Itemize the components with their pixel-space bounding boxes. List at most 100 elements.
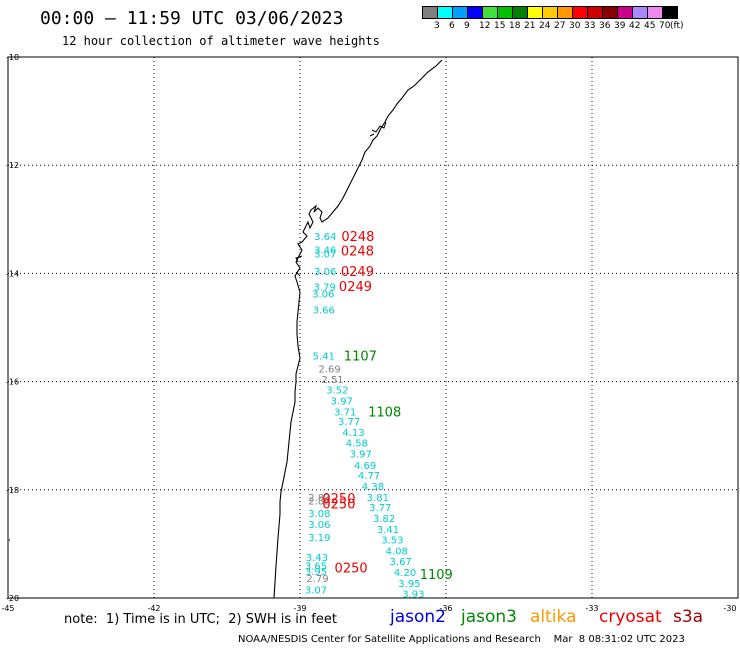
swh-value: 3.43 bbox=[306, 553, 328, 564]
pass-time: 1109 bbox=[420, 568, 453, 583]
legend-label: 21 bbox=[524, 21, 536, 31]
mission-altika: altika bbox=[530, 607, 577, 627]
swh-value: 2.69 bbox=[318, 365, 340, 376]
legend-label: 36 bbox=[599, 21, 611, 31]
lat-tick-label: -14 bbox=[6, 269, 19, 278]
legend-label: 42 bbox=[629, 21, 641, 31]
color-legend: 3 6 9 12 15 18 21 24 27 30 33 36 39 42 45 70 (ft) bbox=[422, 6, 684, 33]
legend-label: 27 bbox=[554, 21, 566, 31]
lat-tick-label: -20 bbox=[6, 594, 19, 603]
legend-label: 3 bbox=[434, 21, 440, 31]
lon-tick-label: -33 bbox=[585, 604, 598, 613]
swh-value: 3.06 bbox=[308, 520, 330, 531]
map-frame bbox=[7, 56, 739, 599]
swh-value: 3.06 bbox=[314, 267, 336, 278]
mission-jason2: jason2 bbox=[390, 607, 446, 627]
swh-value: 2.79 bbox=[306, 574, 328, 585]
legend-label: 9 bbox=[464, 21, 470, 31]
swh-value: 4.77 bbox=[358, 471, 380, 482]
lat-tick-label: -16 bbox=[6, 378, 19, 387]
swh-value: 4.08 bbox=[386, 546, 408, 557]
axis-tick-labels: -10 -12 -14 -16 -18 -20-45 -42 -39 -36 -33 -30 bbox=[1, 53, 736, 613]
swh-value: 3.97 bbox=[331, 397, 353, 408]
map-subtitle: 12 hour collection of altimeter wave hei… bbox=[62, 34, 380, 48]
swh-value: 3.06 bbox=[312, 289, 334, 300]
coastline-bay bbox=[295, 121, 387, 277]
pass-time: 0250 bbox=[335, 562, 368, 577]
swh-value: 3.93 bbox=[402, 590, 424, 601]
swh-value: 3.77 bbox=[338, 417, 360, 428]
swh-value: 3.71 bbox=[334, 407, 356, 418]
legend-unit: (ft) bbox=[670, 21, 684, 31]
pass-time: 0248 bbox=[341, 230, 374, 245]
swh-value: 3.65 bbox=[305, 562, 327, 573]
legend-swatch bbox=[662, 6, 678, 19]
swh-value: 4.69 bbox=[354, 461, 376, 472]
swh-value: 3.66 bbox=[313, 306, 335, 317]
footer-note: note: 1) Time is in UTC; 2) SWH is in fe… bbox=[64, 612, 337, 627]
swh-value: 4.58 bbox=[346, 439, 368, 450]
legend-label: 12 bbox=[479, 21, 491, 31]
legend-label: 18 bbox=[509, 21, 521, 31]
swh-observations: 3.643.463.073.063.793.063.665.412.692.51… bbox=[305, 232, 425, 601]
mission-jason3: jason3 bbox=[461, 607, 517, 627]
swh-value: 3.82 bbox=[373, 514, 395, 525]
swh-value: 3.77 bbox=[369, 503, 391, 514]
swh-value: 4.38 bbox=[362, 482, 384, 493]
swh-value: 3.53 bbox=[381, 536, 403, 547]
legend-label: 6 bbox=[449, 21, 455, 31]
lon-tick-label: -36 bbox=[439, 604, 452, 613]
swh-value: 5.41 bbox=[313, 352, 335, 363]
pass-time: 0248 bbox=[341, 245, 374, 260]
legend-labels: 3 6 9 12 15 18 21 24 27 30 33 36 39 42 45 70 (ft) bbox=[422, 19, 684, 33]
swh-value: 3.97 bbox=[350, 450, 372, 461]
lon-tick-label: -30 bbox=[723, 604, 736, 613]
mission-s3a: s3a bbox=[673, 607, 704, 627]
swh-value: 3.41 bbox=[377, 525, 399, 536]
lat-tick-label: -18 bbox=[6, 486, 19, 495]
mission-cryosat: cryosat bbox=[599, 607, 662, 627]
pass-time: 1107 bbox=[344, 350, 377, 365]
coastline bbox=[273, 59, 443, 599]
swh-value: 3.08 bbox=[308, 509, 330, 520]
legend-label: 70 bbox=[659, 21, 671, 31]
swh-value: 3.95 bbox=[398, 579, 420, 590]
pass-time: 0250 bbox=[322, 497, 355, 512]
pass-time: 0250 bbox=[322, 492, 355, 507]
lon-tick-label: -42 bbox=[147, 604, 160, 613]
pass-time: 1108 bbox=[368, 405, 401, 420]
lon-tick-label: -45 bbox=[1, 604, 14, 613]
legend-label: 33 bbox=[584, 21, 596, 31]
swh-value: 2.82 bbox=[308, 497, 330, 508]
swh-value: 3.95 bbox=[305, 567, 327, 578]
swh-value: 3.81 bbox=[367, 493, 389, 504]
swh-value: 2.51 bbox=[321, 375, 343, 386]
pass-time: 0249 bbox=[339, 280, 372, 295]
legend-swatches bbox=[422, 6, 678, 19]
legend-label: 39 bbox=[614, 21, 626, 31]
lat-tick-label: -10 bbox=[6, 53, 19, 62]
swh-value: 3.79 bbox=[314, 282, 336, 293]
swh-value: 2.83 bbox=[308, 493, 330, 504]
swh-value: 3.64 bbox=[314, 232, 336, 243]
swh-value: 4.20 bbox=[394, 568, 416, 579]
lat-tick-label: -12 bbox=[6, 161, 19, 170]
credit-line: NOAA/NESDIS Center for Satellite Applica… bbox=[238, 634, 685, 645]
swh-value: 3.07 bbox=[305, 585, 327, 596]
legend-label: 24 bbox=[539, 21, 551, 31]
swh-value: 3.07 bbox=[314, 249, 336, 260]
legend-label: 30 bbox=[569, 21, 581, 31]
stray-mark: , bbox=[8, 533, 11, 542]
swh-value: 3.19 bbox=[308, 533, 330, 544]
pass-time: 0249 bbox=[341, 265, 374, 280]
swh-value: 4.13 bbox=[342, 428, 364, 439]
lon-tick-label: -39 bbox=[293, 604, 306, 613]
map-grid bbox=[8, 57, 738, 598]
legend-label: 45 bbox=[644, 21, 656, 31]
map-title: 00:00 – 11:59 UTC 03/06/2023 bbox=[40, 8, 344, 29]
legend-label: 15 bbox=[494, 21, 506, 31]
swh-value: 3.46 bbox=[314, 246, 336, 257]
swh-value: 3.52 bbox=[326, 386, 348, 397]
